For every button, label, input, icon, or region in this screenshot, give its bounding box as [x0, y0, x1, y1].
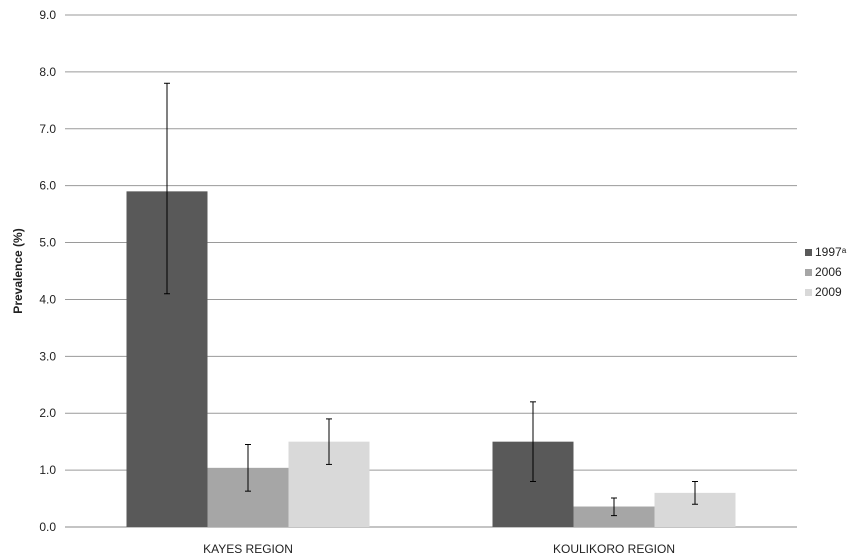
legend-label: 2009	[815, 285, 842, 299]
bars	[126, 191, 736, 527]
y-tick-label: 8.0	[39, 65, 56, 79]
category-label: KOULIKORO REGION	[553, 542, 675, 556]
legend-swatch	[805, 289, 812, 296]
y-tick-label: 2.0	[39, 406, 56, 420]
y-tick-label: 4.0	[39, 292, 56, 306]
legend-swatch	[805, 269, 812, 276]
category-labels: KAYES REGION KOULIKORO REGION	[203, 542, 675, 556]
y-tick-label: 1.0	[39, 463, 56, 477]
y-tick-label: 5.0	[39, 236, 56, 250]
y-tick-label: 0.0	[39, 520, 56, 534]
y-tick-label: 7.0	[39, 122, 56, 136]
y-tick-label: 3.0	[39, 349, 56, 363]
bar	[573, 506, 655, 527]
legend: 1997ᵃ 2006 2009	[805, 245, 847, 299]
legend-label: 1997ᵃ	[815, 245, 847, 259]
y-axis-label: Prevalence (%)	[11, 228, 25, 313]
y-tick-label: 9.0	[39, 8, 56, 22]
y-tick-label: 6.0	[39, 179, 56, 193]
y-tick-labels: 0.0 1.0 2.0 3.0 4.0 5.0 6.0 7.0 8.0 9.0	[39, 8, 56, 534]
error-bars	[164, 82, 698, 517]
legend-label: 2006	[815, 265, 842, 279]
legend-swatch	[805, 249, 812, 256]
category-label: KAYES REGION	[203, 542, 293, 556]
